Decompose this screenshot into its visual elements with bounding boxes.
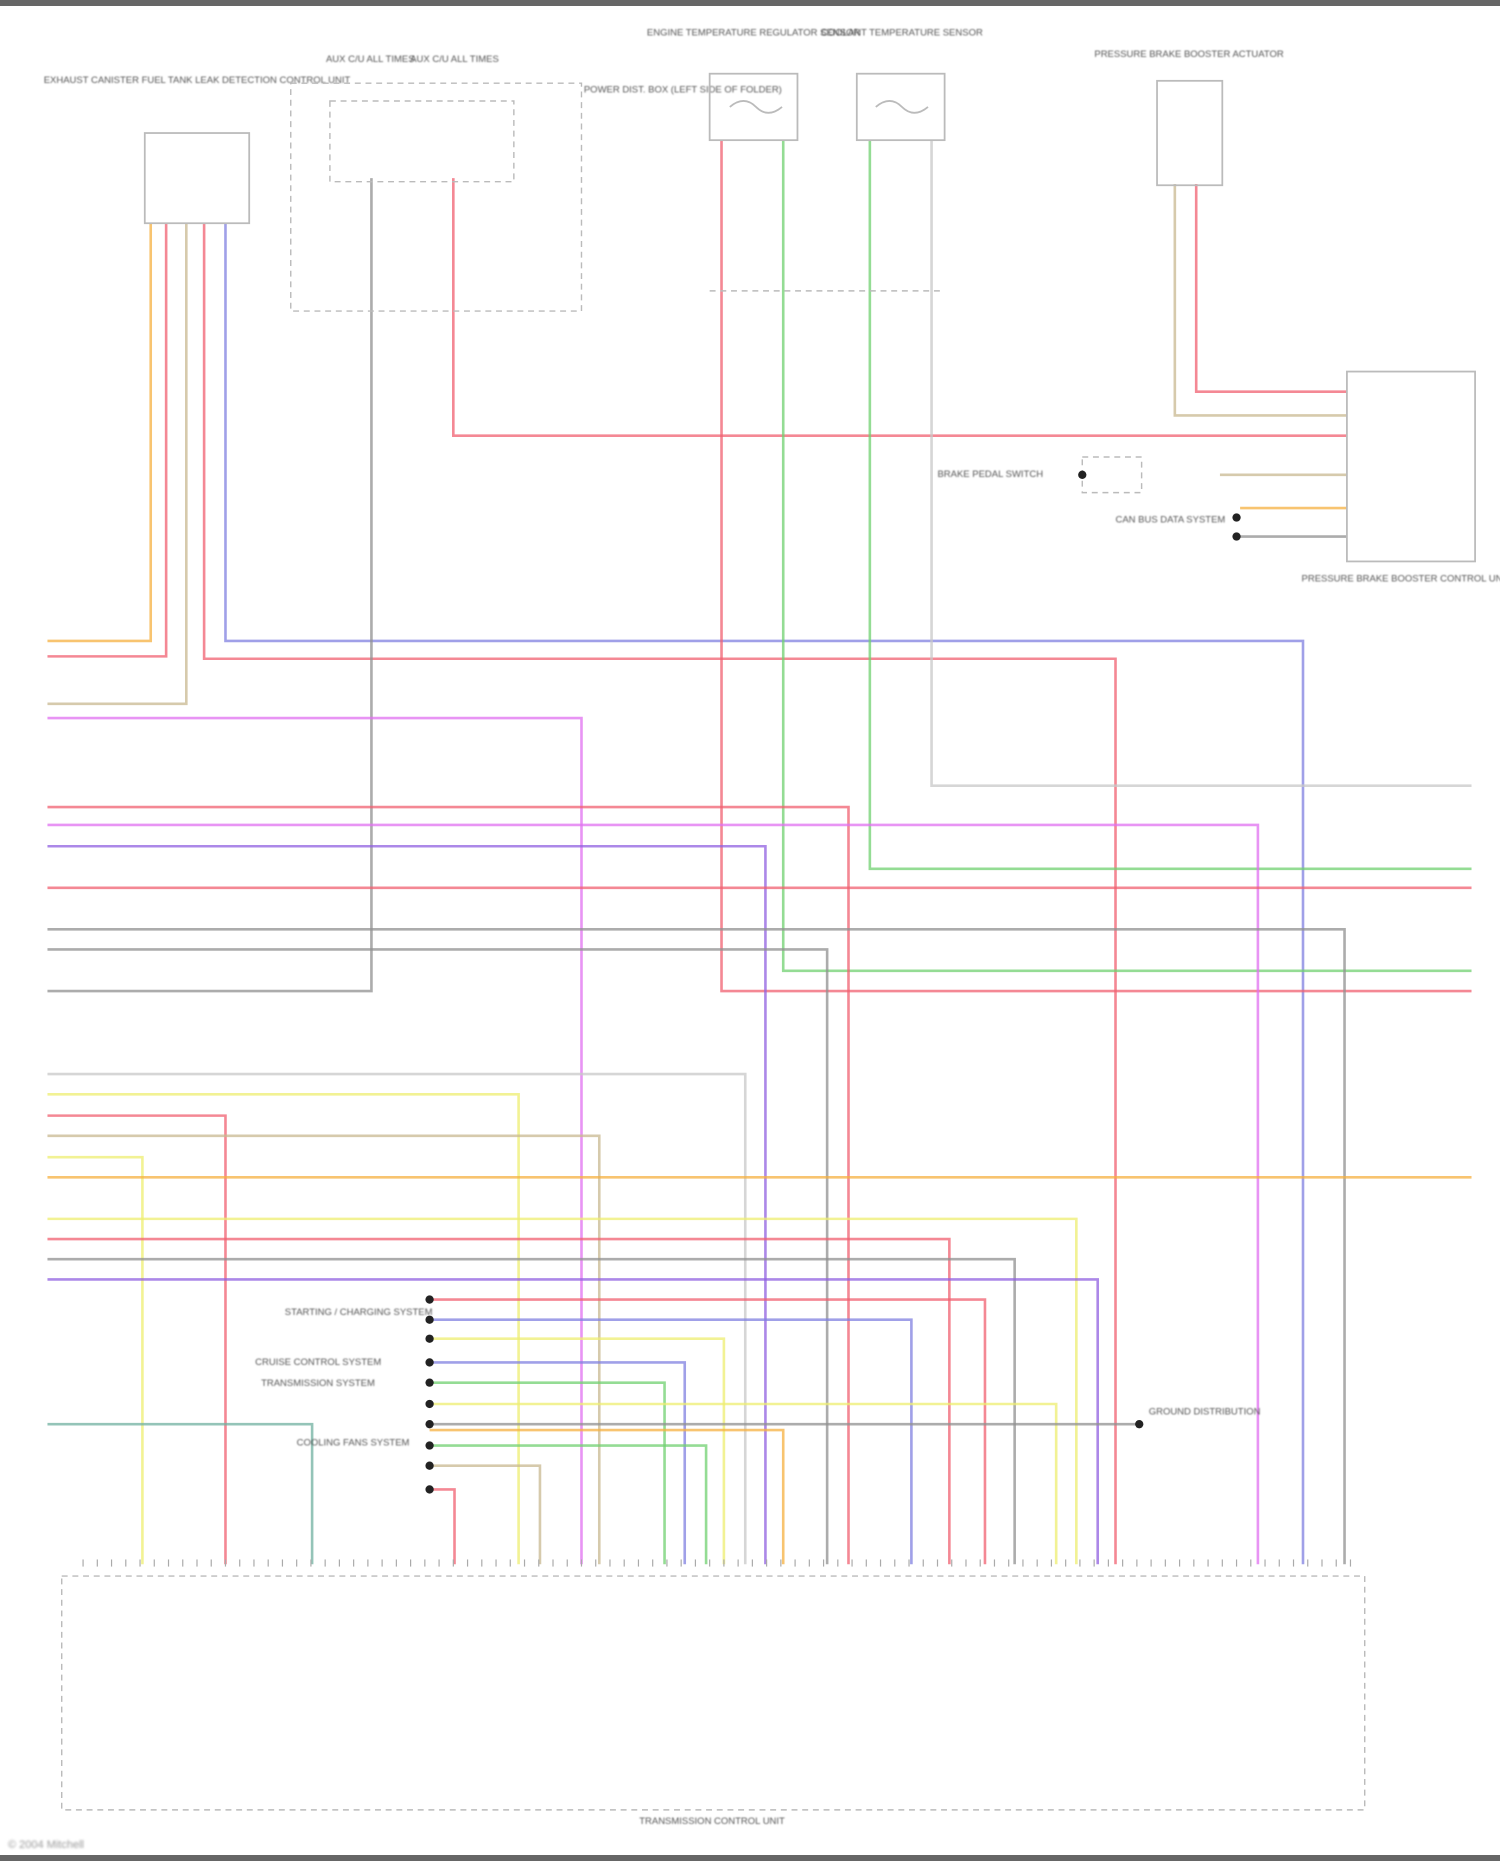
- wire-green: [429, 1444, 708, 1565]
- splice-dot: [425, 1485, 434, 1494]
- copyright-footer: © 2004 Mitchell: [8, 1839, 84, 1851]
- tcu-title: TRANSMISSION CONTROL UNIT: [639, 1816, 785, 1827]
- wire-red: [202, 223, 1117, 1565]
- wire-yellow: [47, 1217, 1078, 1565]
- splice-dot: [425, 1420, 434, 1429]
- wire-red: [47, 1237, 951, 1565]
- wire-yellow: [47, 1092, 520, 1565]
- relay-box-title: POWER DIST. BOX (LEFT SIDE OF FOLDER): [584, 85, 782, 96]
- connection-dot: [1135, 1420, 1144, 1429]
- relay-a-title: AUX C/U ALL TIMES: [326, 54, 415, 65]
- wire-blue: [429, 1318, 913, 1565]
- wire-orange: [429, 1428, 785, 1565]
- wire-red: [47, 223, 168, 658]
- wire-tan: [47, 223, 188, 706]
- splice-dot: [425, 1461, 434, 1470]
- wire-lightgray: [930, 140, 1472, 788]
- engine-temp-sensor: [708, 72, 799, 142]
- wires: [47, 140, 1472, 1565]
- splice-label-d: COOLING FANS SYSTEM: [297, 1438, 410, 1449]
- wire-purple: [47, 1278, 1100, 1565]
- sensor-b-thermistor-icon: [875, 100, 929, 114]
- splice-label-a: STARTING / CHARGING SYSTEM: [285, 1307, 433, 1318]
- splice-dot: [425, 1295, 434, 1304]
- wire-orange: [47, 223, 153, 643]
- wire-yellow: [429, 1402, 1058, 1565]
- splice-dot: [425, 1358, 434, 1367]
- wire-tan: [1173, 184, 1347, 417]
- connection-dot: [1078, 470, 1087, 479]
- brake-pedal-switch: [1081, 456, 1143, 494]
- wire-red: [429, 1298, 987, 1565]
- relay-panel: [329, 100, 515, 183]
- evap-control-unit: [143, 132, 251, 225]
- splice-points: [425, 470, 1241, 1494]
- sensor-a-thermistor-icon: [729, 100, 783, 114]
- splice-dot: [425, 1334, 434, 1343]
- wire-red: [720, 140, 1472, 993]
- splice-dot: [425, 1378, 434, 1387]
- tcu-pins: [82, 1559, 1352, 1567]
- brake-unit-title: PRESSURE BRAKE BOOSTER CONTROL UNIT: [1302, 574, 1500, 585]
- relay-b-title: AUX C/U ALL TIMES: [410, 54, 499, 65]
- ground-label: GROUND DISTRIBUTION: [1149, 1407, 1261, 1418]
- sensor-a-title: ENGINE TEMPERATURE REGULATOR SENSOR: [647, 28, 860, 39]
- connection-dot: [1232, 532, 1241, 541]
- wire-gray: [47, 1257, 1016, 1565]
- wire-gray: [47, 948, 829, 1565]
- wire-tan: [47, 1134, 601, 1565]
- wire-red: [47, 1114, 227, 1565]
- wire-green: [429, 1381, 666, 1565]
- splice-dot: [425, 1441, 434, 1450]
- wire-green: [868, 140, 1472, 871]
- brake-switch-label: BRAKE PEDAL SWITCH: [937, 469, 1043, 480]
- wire-green: [781, 140, 1472, 973]
- wire-red: [429, 1488, 456, 1565]
- wire-red: [1194, 184, 1347, 394]
- splice-dot: [425, 1315, 434, 1324]
- power-distribution-box: [290, 82, 583, 312]
- wire-yellow: [47, 1155, 144, 1565]
- wire-red: [47, 805, 850, 1565]
- wire-lightgray: [47, 1072, 747, 1565]
- wire-red: [452, 178, 1347, 437]
- sensor-b-title: COOLANT TEMPERATURE SENSOR: [821, 28, 983, 39]
- evap-unit-title: EXHAUST CANISTER FUEL TANK LEAK DETECTIO…: [44, 75, 351, 86]
- splice-label-c: TRANSMISSION SYSTEM: [261, 1378, 375, 1389]
- splice-label-b: CRUISE CONTROL SYSTEM: [255, 1357, 381, 1368]
- wire-pink: [47, 823, 1260, 1565]
- splice-dot: [425, 1399, 434, 1409]
- connection-dot: [1232, 513, 1241, 522]
- wire-blue: [429, 1361, 687, 1565]
- wire-teal: [47, 1422, 314, 1565]
- wire-yellow: [429, 1337, 726, 1565]
- wire-blue: [224, 223, 1305, 1565]
- wire-pink: [47, 716, 583, 1565]
- coolant-temp-sensor: [855, 72, 946, 142]
- wire-purple: [47, 844, 767, 1565]
- transmission-control-unit: [60, 1575, 1366, 1811]
- brake-booster-actuator: [1156, 79, 1224, 187]
- wire-gray: [47, 178, 373, 993]
- wire-tan: [429, 1464, 542, 1565]
- brake-booster-control-unit: [1346, 370, 1476, 563]
- canbus-label: CAN BUS DATA SYSTEM: [1116, 514, 1226, 525]
- wire-gray: [47, 928, 1346, 1565]
- actuator-title: PRESSURE BRAKE BOOSTER ACTUATOR: [1094, 49, 1284, 60]
